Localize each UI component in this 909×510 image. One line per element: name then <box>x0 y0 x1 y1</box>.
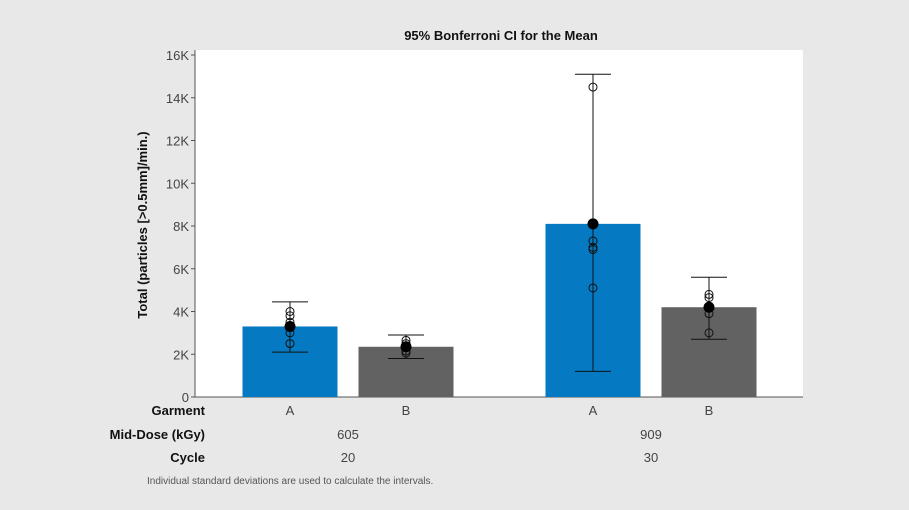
chart-title: 95% Bonferroni CI for the Mean <box>404 28 598 43</box>
y-tick-label: 14K <box>166 91 189 106</box>
row-label-garment: Garment <box>152 403 206 418</box>
data-point <box>285 307 295 316</box>
dose-label: 605 <box>337 427 359 442</box>
data-point <box>588 242 598 252</box>
bar-group <box>358 334 454 397</box>
garment-label: A <box>286 403 295 418</box>
bars <box>242 73 757 397</box>
data-point <box>285 311 295 321</box>
row-label-cycle: Cycle <box>170 450 205 465</box>
data-point <box>588 283 598 293</box>
cycle-label: 20 <box>341 450 355 465</box>
bar-group <box>661 276 757 397</box>
mean-marker <box>703 301 715 313</box>
y-tick-label: 8K <box>173 219 189 234</box>
row-label-dose: Mid-Dose (kGy) <box>110 427 205 442</box>
y-tick-label: 10K <box>166 176 189 191</box>
y-tick-label: 0 <box>182 390 189 405</box>
category-labels: A B 605 20 A B 909 30 <box>286 403 714 465</box>
y-tick-label: 6K <box>173 262 189 277</box>
mean-marker <box>587 218 599 230</box>
mean-marker <box>400 341 412 353</box>
data-point <box>704 328 714 338</box>
data-point <box>704 289 714 299</box>
y-axis-label: Total (particles [>0.5mm]/min.) <box>135 131 150 318</box>
y-tick-label: 4K <box>173 305 189 320</box>
y-tick-label: 12K <box>166 134 189 149</box>
data-point <box>704 293 714 303</box>
data-point <box>588 236 598 246</box>
y-tick-label: 16K <box>166 48 189 63</box>
y-tick-label: 2K <box>173 347 189 362</box>
footnote: Individual standard deviations are used … <box>147 476 433 487</box>
data-point <box>285 339 295 349</box>
dose-label: 909 <box>640 427 662 442</box>
garment-label: B <box>705 403 714 418</box>
cycle-label: 30 <box>644 450 658 465</box>
bar-group <box>242 301 338 397</box>
bar-group <box>545 73 641 397</box>
garment-label: A <box>589 403 598 418</box>
mean-marker <box>284 320 296 332</box>
data-point <box>588 82 598 92</box>
axes: 0 2K 4K 6K 8K 10K 12K 14K 16K <box>166 48 803 405</box>
data-point <box>588 245 598 255</box>
garment-label: B <box>402 403 411 418</box>
